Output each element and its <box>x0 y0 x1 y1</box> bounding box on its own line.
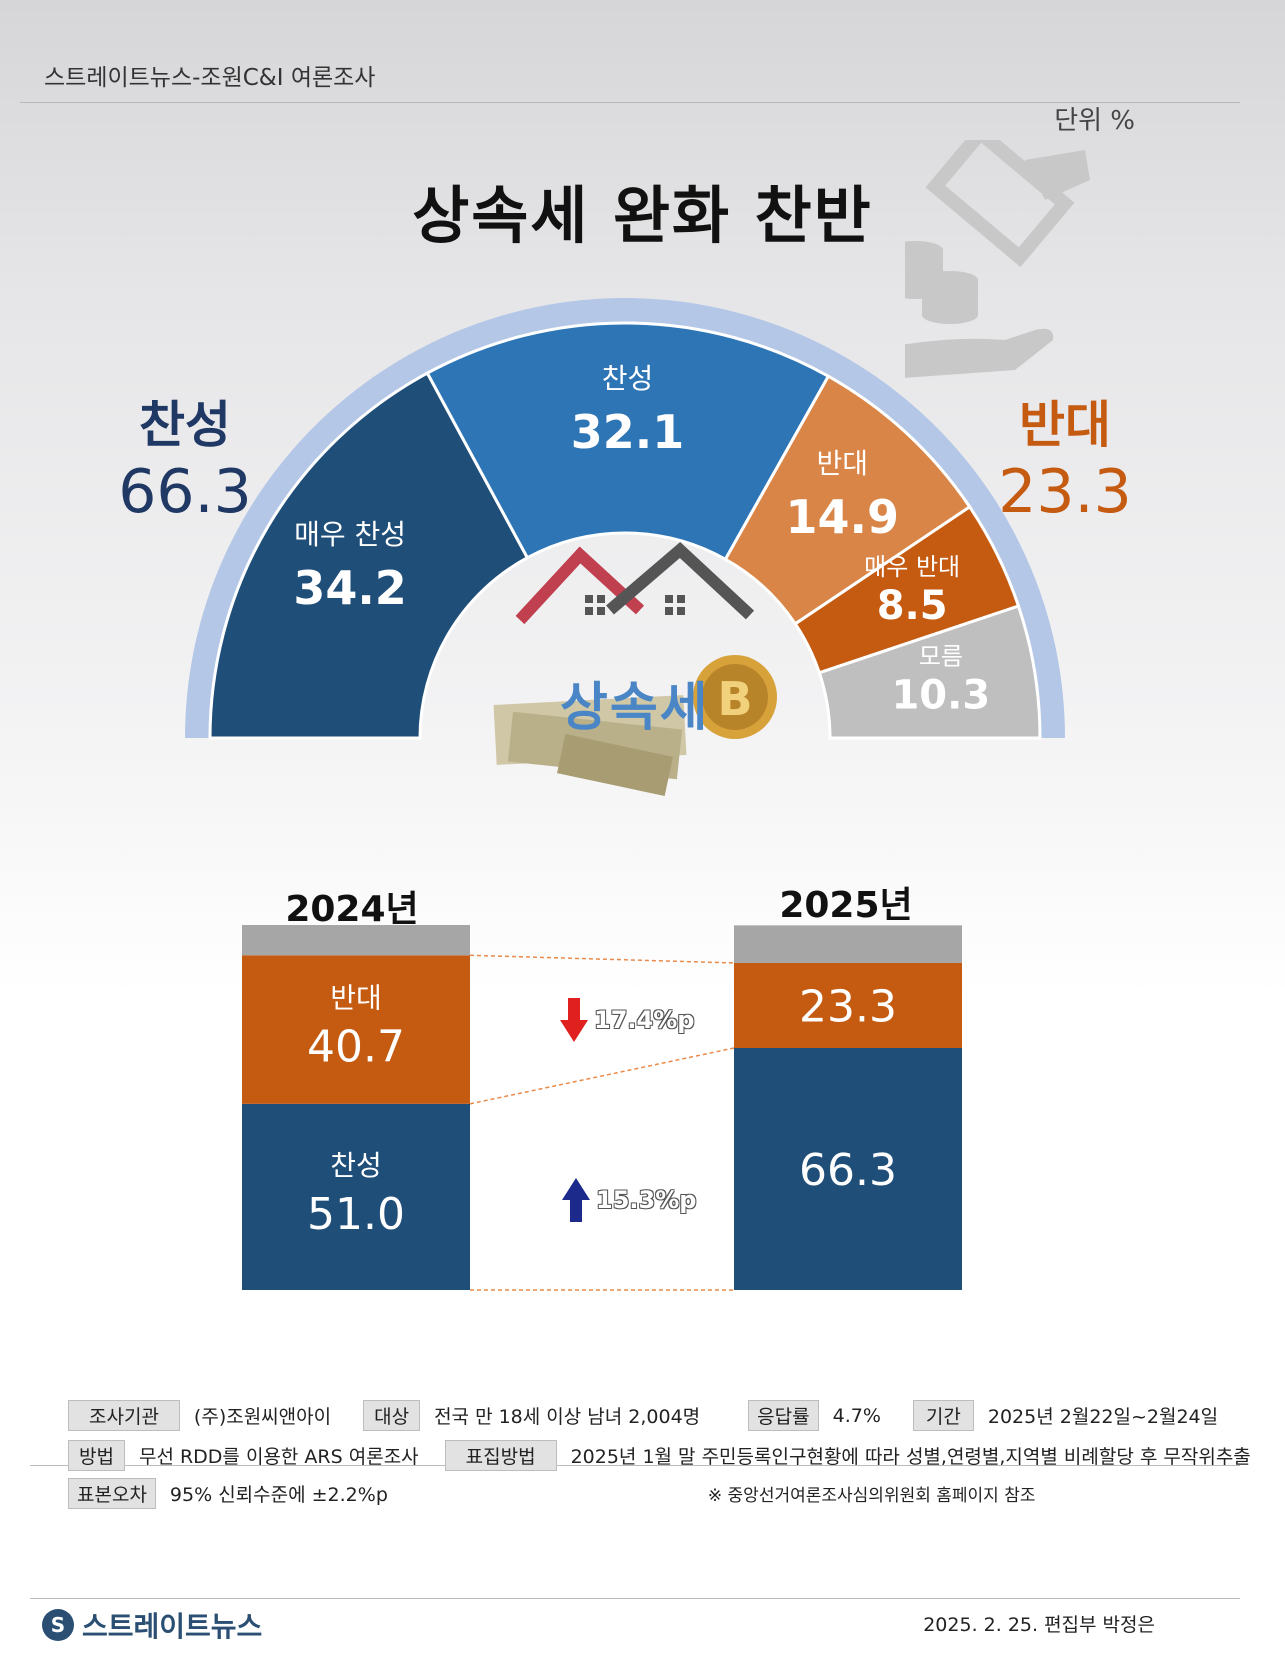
oppose-change: 17.4%p <box>560 998 694 1042</box>
response-tag: 응답률 <box>748 1400 819 1431</box>
year-2025-label: 2025년 <box>779 885 913 926</box>
donut-slice-value: 32.1 <box>571 405 685 459</box>
bar-segment <box>734 962 962 1049</box>
support-change: 15.3%p <box>562 1178 696 1222</box>
donut-slice-1 <box>208 371 530 740</box>
money-hand-icon <box>905 140 1090 378</box>
bar-segment-value: 23.3 <box>799 981 897 1032</box>
donut-slice-value: 14.9 <box>785 490 899 544</box>
target-value: 전국 만 18세 이상 남녀 2,004명 <box>434 1406 701 1428</box>
svg-text:B: B <box>717 672 752 726</box>
error-tag: 표본오차 <box>68 1478 156 1509</box>
support-total-label: 찬성 <box>139 396 231 454</box>
error-value: 95% 신뢰수준에 ±2.2%p <box>169 1484 388 1506</box>
page-title: 상속세 완화 찬반 <box>412 179 873 252</box>
sampling-tag: 표집방법 <box>444 1440 557 1471</box>
bar-segment-value: 51.0 <box>307 1189 405 1240</box>
up-arrow-icon <box>562 1178 590 1222</box>
bar-segment <box>242 1103 470 1290</box>
donut-slice-value: 8.5 <box>877 583 948 629</box>
bar-segment-label: 찬성 <box>330 1149 382 1182</box>
brand-logo: S 스트레이트뉴스 <box>42 1605 262 1645</box>
period-value: 2025년 2월22일~2월24일 <box>987 1406 1219 1428</box>
target-tag: 대상 <box>363 1400 421 1431</box>
unit-label: 단위 % <box>1054 106 1135 136</box>
support-change-text: 15.3%p <box>596 1186 697 1214</box>
footer-row-1: 조사기관 (주)조원씨앤아이 대상 전국 만 18세 이상 남녀 2,004명 … <box>68 1400 1218 1431</box>
down-arrow-icon <box>560 998 588 1042</box>
agency-tag: 조사기관 <box>68 1400 180 1431</box>
footer-row-3: 표본오차 95% 신뢰수준에 ±2.2%p ※ 중앙선거여론조사심의위원회 홈페… <box>68 1478 1036 1509</box>
bar-segment-value: 66.3 <box>799 1145 897 1196</box>
donut-slice-label: 모름 <box>919 642 963 670</box>
donut-slice-value: 34.2 <box>293 561 407 615</box>
brand-logo-icon: S <box>42 1609 74 1641</box>
bar-connector-line <box>469 954 735 964</box>
bar-segment <box>734 1048 962 1290</box>
support-total-value: 66.3 <box>118 457 252 527</box>
donut-slice-5 <box>817 604 1042 740</box>
bar-segment <box>734 925 962 963</box>
source-note: ※ 중앙선거여론조사심의위원회 홈페이지 참조 <box>707 1486 1036 1506</box>
oppose-change-text: 17.4%p <box>594 1006 695 1034</box>
donut-slice-value: 10.3 <box>891 672 990 718</box>
bar-segment <box>242 955 470 1104</box>
house-icon <box>515 541 755 625</box>
method-value: 무선 RDD를 이용한 ARS 여론조사 <box>138 1446 419 1468</box>
donut-slice-2 <box>425 321 831 562</box>
bar-segment-label: 반대 <box>330 982 382 1015</box>
oppose-total-label: 반대 <box>1019 396 1111 454</box>
method-tag: 방법 <box>68 1440 125 1471</box>
footer-row-2: 방법 무선 RDD를 이용한 ARS 여론조사 표집방법 2025년 1월 말 … <box>68 1440 1251 1471</box>
support-total: 찬성 66.3 <box>110 385 260 527</box>
year-2024-label: 2024년 <box>285 889 419 930</box>
sampling-value: 2025년 1월 말 주민등록인구현황에 따라 성별,연령별,지역별 비례할당 … <box>570 1446 1251 1468</box>
footer-divider <box>30 1598 1240 1599</box>
period-tag: 기간 <box>912 1400 974 1431</box>
donut-slice-label: 찬성 <box>602 362 654 395</box>
response-value: 4.7% <box>832 1404 881 1427</box>
bar-segment-value: 40.7 <box>307 1022 405 1073</box>
bar-connector-line <box>469 1047 735 1105</box>
inheritance-tax-word: 상속세 <box>560 678 710 738</box>
oppose-total: 반대 23.3 <box>990 385 1140 527</box>
source-header: 스트레이트뉴스-조원C&I 여론조사 <box>20 58 1240 103</box>
oppose-total-value: 23.3 <box>998 457 1132 527</box>
donut-slice-label: 매우 반대 <box>864 553 960 581</box>
donut-slice-label: 매우 찬성 <box>294 518 406 551</box>
donut-slice-label: 반대 <box>816 447 868 480</box>
cash-stack-icon <box>493 695 687 796</box>
brand-name: 스트레이트뉴스 <box>82 1610 263 1643</box>
agency-value: (주)조원씨앤아이 <box>193 1406 332 1428</box>
bitcoin-icon: B <box>693 655 777 739</box>
survey-info <box>30 1465 1240 1486</box>
credit-line: 2025. 2. 25. 편집부 박정은 <box>923 1614 1155 1636</box>
